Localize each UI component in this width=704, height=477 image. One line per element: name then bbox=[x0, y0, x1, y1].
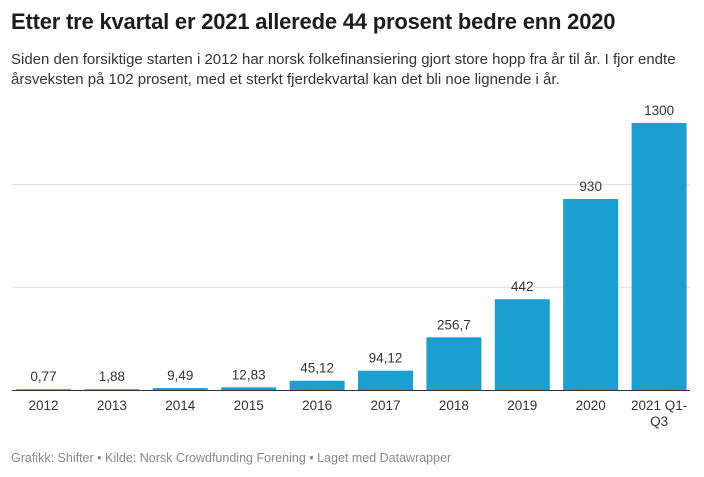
x-tick-label: 2020 bbox=[576, 398, 606, 413]
bar-2014 bbox=[152, 388, 208, 390]
data-label: 1,88 bbox=[99, 369, 125, 384]
bar-2021-q1-q3 bbox=[631, 123, 687, 390]
data-label: 930 bbox=[579, 179, 602, 194]
x-tick-label: 2017 bbox=[370, 398, 400, 413]
data-label: 12,83 bbox=[232, 367, 266, 382]
data-label: 45,12 bbox=[300, 361, 334, 376]
bar-2013 bbox=[84, 389, 140, 390]
bar-2020 bbox=[563, 198, 619, 390]
bar-2019 bbox=[494, 299, 550, 390]
data-label: 9,49 bbox=[167, 368, 193, 383]
data-label: 442 bbox=[511, 279, 534, 294]
x-tick-label: 2014 bbox=[165, 398, 196, 413]
bar-2018 bbox=[426, 337, 482, 390]
data-label: 0,77 bbox=[30, 369, 56, 384]
bar-2012 bbox=[16, 389, 71, 390]
data-label: 256,7 bbox=[437, 317, 471, 332]
x-tick-label: 2013 bbox=[97, 398, 127, 413]
bar-2016 bbox=[289, 380, 345, 390]
footer-credit: Grafikk: Shifter • Kilde: Norsk Crowdfun… bbox=[11, 451, 452, 465]
data-label: 94,12 bbox=[369, 351, 403, 366]
chart-title: Etter tre kvartal er 2021 allerede 44 pr… bbox=[11, 9, 616, 34]
x-tick-label: 2012 bbox=[28, 398, 58, 413]
x-tick-label: 2016 bbox=[302, 398, 332, 413]
x-tick-label: 2018 bbox=[439, 398, 469, 413]
bar-2015 bbox=[221, 387, 277, 390]
bar-2017 bbox=[358, 370, 413, 390]
chart-subtitle: Siden den forsiktige starten i 2012 har … bbox=[11, 51, 676, 88]
x-tick-label: 2015 bbox=[234, 398, 264, 413]
data-label: 1300 bbox=[644, 103, 674, 118]
x-tick-label: 2019 bbox=[507, 398, 537, 413]
x-tick-label: 2021 Q1-Q3 bbox=[631, 398, 687, 429]
